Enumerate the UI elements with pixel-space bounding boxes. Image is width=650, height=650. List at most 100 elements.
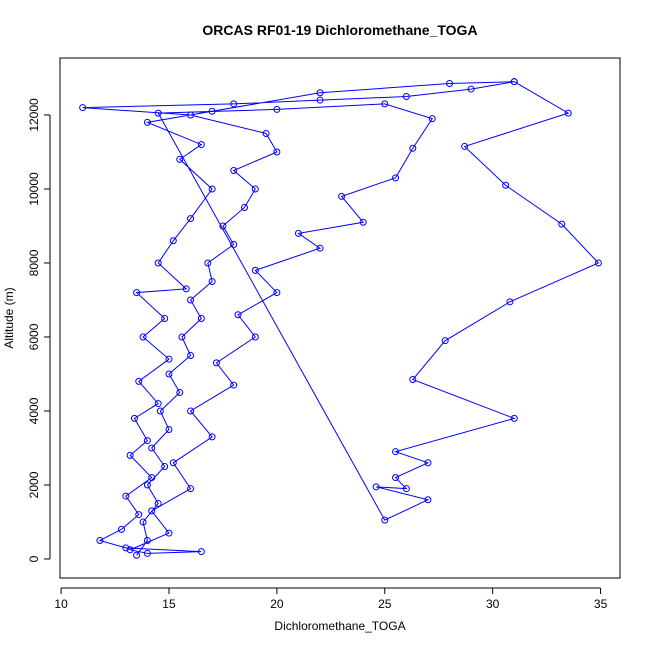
data-point	[273, 105, 281, 113]
data-point	[234, 311, 242, 319]
data-point	[467, 85, 475, 93]
data-point	[204, 259, 212, 267]
data-point	[169, 459, 177, 467]
data-point	[126, 546, 134, 554]
data-point	[230, 166, 238, 174]
data-point	[143, 549, 151, 557]
data-point	[154, 259, 162, 267]
data-point	[148, 507, 156, 515]
y-tick-label: 8000	[27, 249, 41, 276]
data-point	[506, 298, 514, 306]
data-point	[251, 266, 259, 274]
data-point	[143, 437, 151, 445]
data-point	[176, 388, 184, 396]
data-point	[154, 109, 162, 117]
data-point	[402, 485, 410, 493]
data-point	[154, 499, 162, 507]
data-point	[446, 80, 454, 88]
y-tick-label: 0	[27, 555, 41, 562]
data-point	[165, 370, 173, 378]
data-point	[148, 444, 156, 452]
data-point	[187, 111, 195, 119]
y-tick-label: 4000	[27, 397, 41, 424]
data-point	[126, 451, 134, 459]
data-point	[197, 141, 205, 149]
data-point	[208, 185, 216, 193]
data-point	[122, 544, 130, 552]
data-point	[251, 333, 259, 341]
data-point	[197, 548, 205, 556]
data-point	[392, 448, 400, 456]
data-point	[156, 407, 164, 415]
data-point	[294, 229, 302, 237]
data-point	[510, 414, 518, 422]
x-tick-label: 20	[270, 597, 284, 611]
data-point	[122, 492, 130, 500]
data-point	[187, 407, 195, 415]
x-tick-label: 25	[378, 597, 392, 611]
data-point	[510, 78, 518, 86]
y-tick-label: 6000	[27, 323, 41, 350]
data-point	[197, 314, 205, 322]
data-point	[441, 337, 449, 345]
data-point	[402, 92, 410, 100]
data-point	[230, 240, 238, 248]
data-point	[161, 462, 169, 470]
data-point	[424, 496, 432, 504]
data-point	[273, 148, 281, 156]
data-point	[208, 107, 216, 115]
data-point	[208, 277, 216, 285]
data-point	[392, 174, 400, 182]
data-point	[139, 518, 147, 526]
data-point	[262, 129, 270, 137]
data-point	[165, 355, 173, 363]
data-point	[143, 118, 151, 126]
y-tick-label: 12000	[27, 98, 41, 132]
x-tick-label: 10	[54, 597, 68, 611]
data-point	[130, 414, 138, 422]
data-point	[143, 536, 151, 544]
data-point	[230, 381, 238, 389]
data-point	[133, 551, 141, 559]
data-point	[316, 244, 324, 252]
data-point	[409, 144, 417, 152]
x-tick-label: 30	[486, 597, 500, 611]
data-point	[96, 536, 104, 544]
data-point	[187, 215, 195, 223]
data-point	[187, 485, 195, 493]
data-point	[461, 142, 469, 150]
data-point	[424, 459, 432, 467]
data-point	[381, 100, 389, 108]
data-point	[428, 115, 436, 123]
data-point	[79, 104, 87, 112]
data-point	[154, 400, 162, 408]
data-point	[381, 516, 389, 524]
data-point	[135, 511, 143, 519]
data-point	[118, 525, 126, 533]
data-point	[219, 222, 227, 230]
data-point	[316, 89, 324, 97]
y-tick-label: 2000	[27, 471, 41, 498]
data-point	[230, 100, 238, 108]
data-point	[502, 181, 510, 189]
data-point	[135, 377, 143, 385]
data-point	[316, 96, 324, 104]
data-point	[165, 425, 173, 433]
data-point	[338, 192, 346, 200]
data-point	[165, 529, 173, 537]
data-point	[372, 483, 380, 491]
data-point	[187, 351, 195, 359]
chart-title: ORCAS RF01-19 Dichloromethane_TOGA	[202, 22, 477, 38]
data-point	[148, 474, 156, 482]
data-point	[359, 218, 367, 226]
plot-frame	[59, 57, 621, 579]
data-point	[139, 333, 147, 341]
data-point	[143, 481, 151, 489]
data-point	[208, 433, 216, 441]
y-tick-label: 10000	[27, 172, 41, 206]
data-point	[392, 474, 400, 482]
x-tick-label: 15	[162, 597, 176, 611]
x-axis-label: Dichloromethane_TOGA	[274, 619, 405, 633]
